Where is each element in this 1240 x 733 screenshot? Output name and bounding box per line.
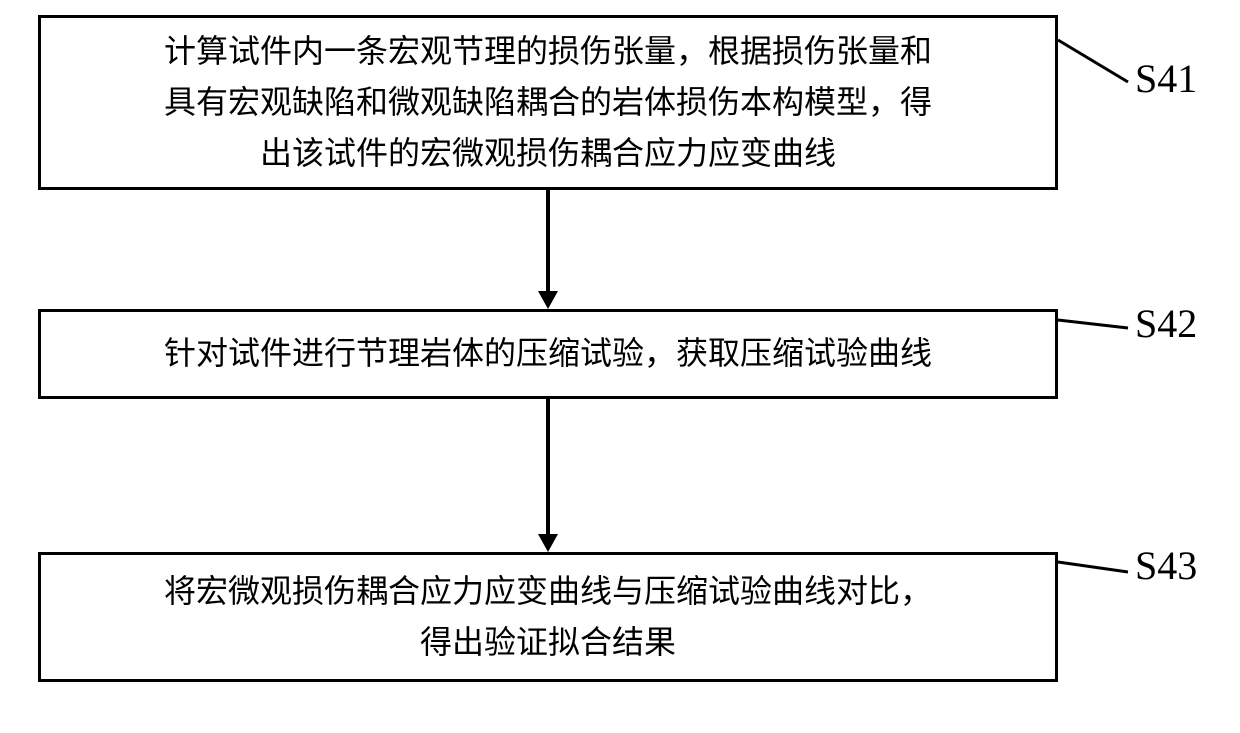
flow-label-s42: S42 <box>1135 300 1197 347</box>
flow-node-s42-text: 针对试件进行节理岩体的压缩试验，获取压缩试验曲线 <box>164 328 932 379</box>
flow-node-s41-text: 计算试件内一条宏观节理的损伤张量，根据损伤张量和 具有宏观缺陷和微观缺陷耦合的岩… <box>164 26 932 180</box>
arrow-s41-s42-line <box>546 190 550 291</box>
flow-node-s41: 计算试件内一条宏观节理的损伤张量，根据损伤张量和 具有宏观缺陷和微观缺陷耦合的岩… <box>38 15 1058 190</box>
arrow-s42-s43-head <box>538 534 558 552</box>
flowchart-canvas: 计算试件内一条宏观节理的损伤张量，根据损伤张量和 具有宏观缺陷和微观缺陷耦合的岩… <box>0 0 1240 733</box>
flow-node-s43: 将宏微观损伤耦合应力应变曲线与压缩试验曲线对比， 得出验证拟合结果 <box>38 552 1058 682</box>
arrow-s41-s42-head <box>538 291 558 309</box>
arrow-s42-s43-line <box>546 399 550 534</box>
flow-label-s41: S41 <box>1135 55 1197 102</box>
flow-node-s42: 针对试件进行节理岩体的压缩试验，获取压缩试验曲线 <box>38 309 1058 399</box>
flow-node-s43-text: 将宏微观损伤耦合应力应变曲线与压缩试验曲线对比， 得出验证拟合结果 <box>164 566 932 668</box>
flow-label-s43: S43 <box>1135 542 1197 589</box>
